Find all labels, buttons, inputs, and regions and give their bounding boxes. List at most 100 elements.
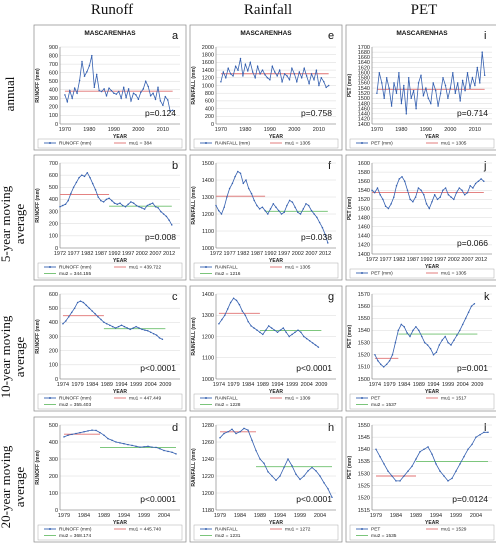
legend-entry: mu2 = 1231 xyxy=(215,533,241,539)
data-point xyxy=(160,210,162,213)
data-point xyxy=(443,475,445,477)
data-point xyxy=(455,191,458,194)
data-point xyxy=(149,331,152,334)
data-point xyxy=(476,66,479,69)
x-tick-label: 2009 xyxy=(471,382,483,388)
data-point xyxy=(253,199,255,202)
x-tick-label: 2012 xyxy=(163,251,175,257)
data-point xyxy=(263,462,265,465)
y-tick-label: 1480 xyxy=(358,101,370,107)
data-point xyxy=(375,448,377,451)
x-tick-label: 2004 xyxy=(314,513,326,519)
data-point xyxy=(427,446,429,448)
x-tick-label: 1979 xyxy=(58,513,70,519)
panel-letter: i xyxy=(484,30,486,42)
data-point xyxy=(419,450,421,453)
data-point xyxy=(132,92,135,94)
data-point xyxy=(220,213,223,215)
y-tick-label: 1500 xyxy=(358,206,370,212)
legend-box xyxy=(349,524,495,541)
y-tick-label: 2000 xyxy=(202,45,214,51)
series-line xyxy=(59,171,173,226)
data-point xyxy=(279,329,282,331)
data-point xyxy=(425,87,427,89)
data-point xyxy=(119,442,121,444)
data-point xyxy=(331,496,333,499)
data-point xyxy=(135,325,137,328)
data-point xyxy=(265,329,267,331)
data-point xyxy=(143,446,145,448)
y-tick-label: 1000 xyxy=(202,83,214,89)
data-point xyxy=(249,61,252,64)
panel-letter: c xyxy=(172,291,178,303)
legend-entry: mu1 = 445.740 xyxy=(129,527,161,533)
y-tick-label: 1260 xyxy=(202,440,214,446)
row-label-10yr: 10-year movingaverage xyxy=(0,315,27,398)
data-point xyxy=(231,182,234,185)
data-point xyxy=(474,84,476,87)
y-tick-label: 1540 xyxy=(358,447,370,453)
data-point xyxy=(308,82,310,85)
data-point xyxy=(262,333,264,336)
data-point xyxy=(218,323,220,325)
y-tick-label: 1200 xyxy=(202,212,214,218)
y-tick-label: 1100 xyxy=(202,356,214,362)
data-point xyxy=(141,207,143,209)
x-tick-label: 2000 xyxy=(288,127,300,133)
data-point xyxy=(223,432,225,435)
data-point xyxy=(473,302,476,305)
y-tick-label: 400 xyxy=(49,320,58,326)
y-tick-label: 500 xyxy=(49,185,58,191)
legend-marker xyxy=(49,142,51,144)
data-point xyxy=(463,194,466,196)
data-point xyxy=(124,205,127,208)
data-point xyxy=(106,323,108,325)
data-point xyxy=(70,192,72,195)
data-point xyxy=(247,70,249,72)
x-tick-label: 1999 xyxy=(450,513,462,519)
panel-letter: l xyxy=(484,422,486,434)
data-point xyxy=(403,84,405,87)
data-point xyxy=(256,329,258,331)
legend-box xyxy=(193,138,339,149)
data-point xyxy=(269,78,271,81)
x-axis-label: YEAR xyxy=(113,258,127,264)
data-point xyxy=(114,327,117,329)
data-point xyxy=(105,198,108,201)
data-point xyxy=(242,182,245,185)
data-point xyxy=(78,176,80,179)
data-point xyxy=(91,310,93,312)
data-point xyxy=(288,335,290,338)
data-point xyxy=(455,470,457,472)
data-point xyxy=(315,69,318,71)
data-point xyxy=(226,308,229,310)
data-point xyxy=(83,75,86,77)
data-point xyxy=(407,77,410,79)
data-point xyxy=(267,471,269,473)
data-point xyxy=(390,105,393,107)
data-point xyxy=(459,329,461,332)
data-point xyxy=(388,87,390,89)
data-point xyxy=(469,185,471,187)
panel-frame xyxy=(189,285,343,412)
data-point xyxy=(244,314,247,317)
data-point xyxy=(264,209,266,212)
data-point xyxy=(459,463,461,465)
data-point xyxy=(409,335,411,338)
legend-entry: mu1 = 1305 xyxy=(441,271,467,277)
y-tick-label: 1660 xyxy=(358,55,370,61)
legend-marker xyxy=(361,272,363,274)
y-tick-label: 1460 xyxy=(358,106,370,112)
data-point xyxy=(158,337,161,339)
data-point xyxy=(229,301,232,304)
data-point xyxy=(113,202,116,204)
data-point xyxy=(320,77,323,79)
legend-entry: RUNOFF (mm) xyxy=(59,265,92,271)
data-point xyxy=(432,353,435,356)
data-point xyxy=(138,327,140,329)
data-point xyxy=(316,216,318,219)
data-point xyxy=(285,331,287,334)
data-point xyxy=(415,107,417,110)
column-title-rainfall: Rainfall xyxy=(244,2,292,18)
x-tick-label: 1989 xyxy=(257,382,269,388)
